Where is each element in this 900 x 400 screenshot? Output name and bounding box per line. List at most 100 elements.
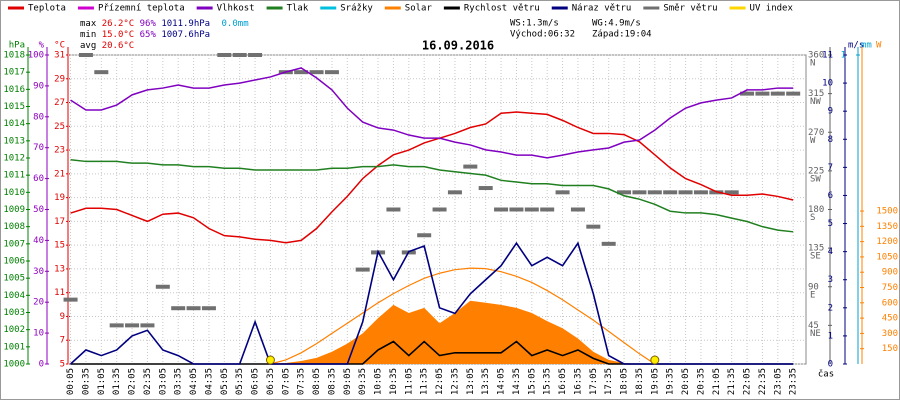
y-tick-label: 15 — [54, 241, 65, 251]
x-tick-label: 00:05 — [66, 368, 76, 395]
direction-mark — [647, 190, 662, 195]
direction-mark — [770, 91, 785, 96]
direction-mark — [248, 53, 263, 57]
y-tick-label: 11 — [54, 288, 65, 298]
y-tick-label: 100 — [28, 51, 44, 61]
axis-title: W — [876, 41, 882, 51]
direction-mark — [693, 190, 708, 195]
x-tick-label: 03:35 — [174, 368, 184, 395]
direction-mark — [324, 70, 339, 75]
wind-stat: WG:4.9m/s — [592, 19, 641, 29]
direction-mark — [570, 207, 585, 212]
direction-mark — [294, 70, 309, 75]
y-tick-label: 1018 — [3, 51, 25, 61]
y-tick-label: 25 — [54, 122, 65, 132]
series-line — [70, 111, 794, 244]
y-tick-label: 1 — [841, 51, 846, 61]
stats-max: max 26.2°C 96% 1011.9hPa 0.0mm — [80, 19, 249, 29]
direction-mark — [125, 323, 140, 328]
y-tick-label: 3 — [828, 275, 833, 285]
direction-mark — [140, 323, 155, 328]
direction-mark — [724, 190, 739, 195]
x-tick-label: 05:05 — [220, 368, 230, 395]
direction-mark — [94, 70, 109, 75]
y-tick-label: 1008 — [3, 222, 25, 232]
y-tick-label: 1007 — [3, 239, 25, 249]
direction-mark — [509, 207, 524, 212]
stat: 15.0°C — [102, 30, 135, 40]
x-tick-label: 18:35 — [635, 368, 645, 395]
y-tick-name: E — [810, 290, 815, 300]
direction-mark — [386, 207, 401, 212]
legend-label: Směr větru — [663, 4, 717, 14]
direction-mark — [109, 323, 124, 328]
y-tick-label: 1006 — [3, 257, 25, 267]
y-tick-label: 750 — [882, 283, 898, 293]
direction-mark — [63, 297, 78, 302]
y-tick-label: 29 — [54, 74, 65, 84]
y-tick-label: 1001 — [3, 342, 25, 352]
y-tick-label: 0 — [828, 360, 833, 370]
stat: 65% — [140, 30, 157, 40]
y-tick-label: 270 — [808, 128, 824, 138]
axis-title: m/s — [848, 41, 864, 51]
y-tick-label: 1003 — [3, 308, 25, 318]
y-tick-name: W — [810, 136, 816, 146]
legend-label: Přízemní teplota — [98, 4, 185, 14]
x-tick-label: 13:05 — [466, 368, 476, 395]
x-tick-label: 22:05 — [743, 368, 753, 395]
y-tick-label: 1000 — [3, 360, 25, 370]
y-tick-label: 150 — [882, 344, 898, 354]
x-tick-label: 20:35 — [696, 368, 706, 395]
y-tick-label: 1014 — [3, 119, 25, 129]
legend-label: Náraz větru — [572, 4, 632, 14]
x-tick-label: 14:05 — [497, 368, 507, 395]
axis-title: hPa — [9, 41, 25, 51]
y-tick-label: 2 — [828, 303, 833, 313]
y-tick-label: 8 — [828, 135, 833, 145]
y-tick-label: 90 — [808, 282, 819, 292]
y-tick-label: 5 — [60, 360, 65, 370]
y-tick-label: 135 — [808, 244, 824, 254]
y-tick-label: 9 — [60, 312, 65, 322]
y-tick-label: 6 — [828, 191, 833, 201]
legend-label: UV index — [750, 4, 794, 14]
y-tick-label: 31 — [54, 51, 65, 61]
x-tick-label: 23:05 — [773, 368, 783, 395]
x-tick-label: 16:35 — [573, 368, 583, 395]
direction-mark — [540, 207, 555, 212]
x-tick-label: 04:35 — [204, 368, 214, 395]
direction-mark — [478, 186, 493, 191]
solar-theoretical-line — [270, 267, 656, 365]
direction-mark — [232, 53, 247, 57]
legend-label: Srážky — [340, 4, 373, 14]
x-tick-label: 07:35 — [297, 368, 307, 395]
sun-stat: Západ:19:04 — [592, 30, 652, 40]
sun-marker — [650, 355, 660, 365]
y-tick-label: 1011 — [3, 171, 25, 181]
y-tick-name: N — [810, 59, 815, 69]
y-tick-label: 60 — [33, 174, 44, 184]
stats-min: min 15.0°C 65% 1007.6hPa — [80, 30, 210, 40]
direction-mark — [171, 306, 186, 311]
stat: 1007.6hPa — [161, 30, 210, 40]
x-tick-label: 02:35 — [143, 368, 153, 395]
y-tick-label: 80 — [33, 112, 44, 122]
direction-mark — [678, 190, 693, 195]
axis-title: °C — [54, 41, 65, 51]
axis-title: % — [39, 41, 45, 51]
y-tick-label: 900 — [882, 268, 898, 278]
x-tick-label: 15:05 — [527, 368, 537, 395]
x-tick-label: 07:05 — [281, 368, 291, 395]
sun-stat: Východ:06:32 — [510, 30, 575, 40]
direction-mark — [663, 190, 678, 195]
x-tick-label: 17:35 — [604, 368, 614, 395]
y-tick-label: 13 — [54, 264, 65, 274]
y-tick-label: 20 — [33, 298, 44, 308]
y-tick-label: 1010 — [3, 188, 25, 198]
y-tick-label: 7 — [60, 336, 65, 346]
x-tick-label: 20:05 — [681, 368, 691, 395]
direction-mark — [463, 164, 478, 169]
y-tick-label: 5 — [828, 219, 833, 229]
